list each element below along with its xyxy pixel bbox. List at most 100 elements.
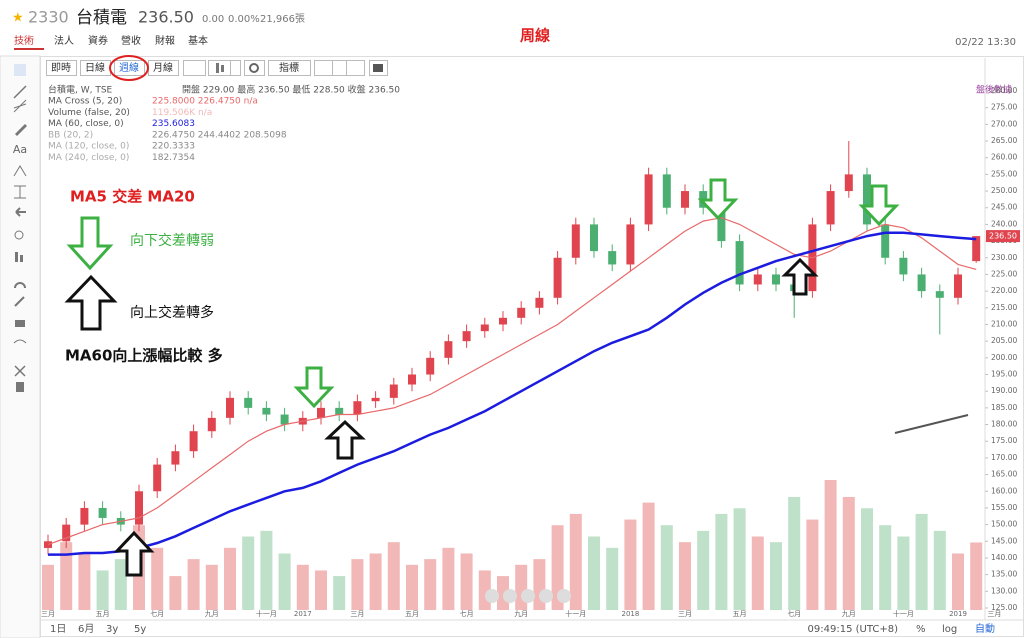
- volume-bar: [114, 559, 127, 610]
- last-price-box: [986, 230, 1020, 243]
- ma-line: [47, 217, 977, 546]
- candle-body: [98, 507, 107, 518]
- volume-bar: [606, 547, 619, 610]
- tab[interactable]: 財報: [155, 34, 175, 47]
- candle-body: [899, 257, 908, 275]
- indicator-button[interactable]: 指標: [279, 61, 299, 74]
- auto-toggle[interactable]: 自動: [975, 622, 995, 635]
- volume-bar: [515, 564, 528, 610]
- volume-bar: [205, 564, 218, 610]
- toolbar-icons[interactable]: [183, 60, 388, 76]
- y-tick-label: 205.00: [991, 336, 1017, 345]
- text-tool[interactable]: Aa: [13, 143, 27, 156]
- volume-bar: [42, 564, 54, 610]
- legend-up-arrow: [64, 274, 118, 331]
- change-pct: 0.00%: [228, 14, 260, 25]
- tab[interactable]: 營收: [121, 34, 141, 47]
- candle-body: [735, 241, 744, 285]
- y-tick-label: 270.00: [991, 119, 1017, 128]
- clock: 09:49:15 (UTC+8): [808, 624, 899, 635]
- candle-body: [935, 291, 944, 298]
- y-tick-label: 250.00: [991, 186, 1017, 195]
- legend-readout: 220.3333: [152, 142, 195, 152]
- left-tools[interactable]: [13, 64, 27, 392]
- log-toggle[interactable]: log: [942, 624, 957, 635]
- candle-body: [553, 257, 562, 298]
- legend-readout: 235.6083: [152, 119, 195, 129]
- price: 236.50: [138, 8, 194, 27]
- volume-bar: [715, 513, 728, 610]
- volume-bar: [588, 536, 600, 610]
- y-tick-label: 225.00: [991, 269, 1017, 278]
- period-label[interactable]: 日線: [85, 61, 105, 74]
- period-button[interactable]: [114, 60, 145, 76]
- x-tick-label: 七月: [150, 609, 164, 618]
- star[interactable]: ★: [12, 11, 24, 26]
- y-tick-label: 165.00: [991, 470, 1017, 479]
- period-label[interactable]: 月線: [153, 61, 173, 74]
- candle-body: [644, 174, 653, 225]
- y-tick-label: 125.00: [991, 603, 1017, 612]
- candle-body: [571, 224, 580, 258]
- period-button[interactable]: [46, 60, 77, 76]
- volume-bar: [406, 564, 418, 610]
- volume-bar: [569, 513, 582, 610]
- volume-bar: [315, 570, 327, 610]
- candle-body: [499, 317, 507, 325]
- y-tick-label: 240.00: [991, 219, 1017, 228]
- candle-body: [171, 451, 180, 465]
- volume-bar: [96, 570, 109, 610]
- down-label: 向下交差轉弱: [130, 232, 214, 249]
- range-button[interactable]: 1日: [50, 624, 66, 635]
- candle-body: [226, 397, 234, 418]
- candle-body: [353, 401, 362, 415]
- candle-body: [517, 307, 526, 318]
- x-tick-label: 十一月: [565, 609, 586, 618]
- volume-bar: [660, 525, 673, 610]
- up-label: 向上交差轉多: [130, 304, 214, 321]
- volume-bar: [933, 530, 946, 610]
- x-tick-label: 2018: [621, 610, 639, 618]
- candle-body: [863, 174, 871, 225]
- x-tick-label: 五月: [96, 610, 110, 618]
- scroll-controls[interactable]: [485, 589, 571, 603]
- y-tick-label: 265.00: [991, 136, 1017, 145]
- volume-bar: [897, 536, 910, 610]
- volume-bar: [296, 564, 309, 610]
- y-tick-label: 140.00: [991, 553, 1017, 562]
- tab[interactable]: 法人: [54, 34, 74, 47]
- range-button[interactable]: 6月: [78, 623, 94, 635]
- tab[interactable]: 基本: [188, 34, 208, 47]
- period-label[interactable]: 即時: [51, 62, 71, 74]
- candle-body: [408, 374, 416, 385]
- x-tick-label: 十一月: [893, 609, 914, 618]
- range-button[interactable]: 5y: [134, 624, 146, 635]
- period-label[interactable]: 週線: [119, 61, 139, 74]
- volume-bar: [624, 519, 637, 610]
- volume-bar: [751, 536, 764, 610]
- ma-line: [48, 231, 977, 556]
- y-tick-label: 135.00: [991, 570, 1017, 579]
- tab[interactable]: 技術: [14, 34, 34, 47]
- volume-bar: [187, 559, 200, 610]
- volume-bar: [952, 553, 964, 610]
- candle-body: [317, 407, 325, 418]
- legend-name: MA Cross (5, 20): [48, 97, 122, 107]
- candle-body: [80, 507, 89, 525]
- candle-body: [881, 224, 890, 258]
- legend-down-arrow: [66, 216, 114, 271]
- y-tick-label: 260.00: [991, 153, 1017, 162]
- x-tick-label: 九月: [514, 609, 528, 618]
- y-tick-label: 190.00: [991, 386, 1017, 395]
- candle-body: [954, 274, 962, 298]
- legend-name: Volume (false, 20): [48, 108, 130, 118]
- x-tick-label: 三月: [987, 610, 1001, 618]
- x-tick-label: 2019: [949, 610, 967, 618]
- volume-bar: [460, 553, 473, 610]
- range-button[interactable]: 3y: [106, 624, 118, 635]
- volume-bar: [333, 576, 346, 610]
- tab[interactable]: 資券: [88, 34, 108, 47]
- candle-body: [153, 464, 162, 492]
- pct-toggle[interactable]: %: [916, 624, 926, 635]
- x-tick-label: 七月: [460, 609, 474, 618]
